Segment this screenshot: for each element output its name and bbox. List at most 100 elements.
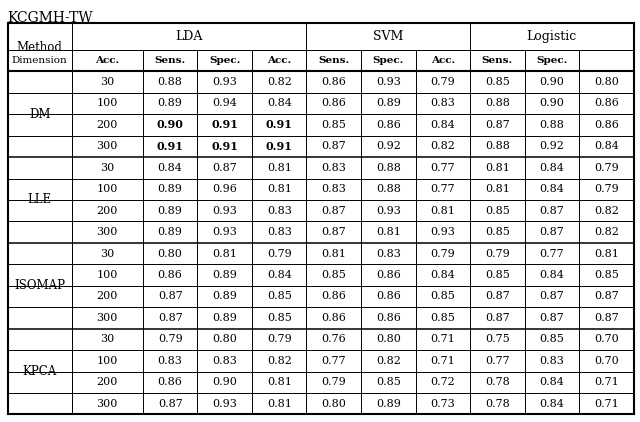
Text: 0.91: 0.91 — [157, 141, 184, 152]
Text: 0.79: 0.79 — [430, 249, 455, 259]
Text: 0.87: 0.87 — [540, 227, 564, 237]
Text: Sens.: Sens. — [482, 56, 513, 65]
Text: 0.83: 0.83 — [157, 356, 182, 366]
Text: 0.87: 0.87 — [540, 206, 564, 216]
Text: 0.71: 0.71 — [430, 356, 455, 366]
Text: 300: 300 — [97, 141, 118, 151]
Text: 0.83: 0.83 — [267, 206, 292, 216]
Text: 0.86: 0.86 — [321, 292, 346, 301]
Text: 0.80: 0.80 — [376, 334, 401, 344]
Text: 0.88: 0.88 — [376, 163, 401, 173]
Text: 200: 200 — [97, 120, 118, 130]
Text: 0.85: 0.85 — [376, 377, 401, 387]
Text: 0.85: 0.85 — [321, 270, 346, 280]
Text: 0.80: 0.80 — [321, 399, 346, 408]
Text: 300: 300 — [97, 227, 118, 237]
Text: 200: 200 — [97, 292, 118, 301]
Text: 0.85: 0.85 — [430, 313, 455, 323]
Text: Dimension: Dimension — [12, 56, 68, 65]
Text: 0.93: 0.93 — [212, 227, 237, 237]
Text: 0.93: 0.93 — [212, 77, 237, 87]
Text: 0.84: 0.84 — [267, 98, 292, 108]
Text: 0.96: 0.96 — [212, 184, 237, 194]
Text: Spec.: Spec. — [209, 56, 241, 65]
Text: 0.79: 0.79 — [321, 377, 346, 387]
Text: 0.87: 0.87 — [485, 292, 509, 301]
Text: 0.88: 0.88 — [485, 98, 509, 108]
Text: 0.86: 0.86 — [376, 313, 401, 323]
Text: ISOMAP: ISOMAP — [14, 279, 65, 292]
Text: 0.79: 0.79 — [485, 249, 509, 259]
Text: 0.87: 0.87 — [485, 120, 509, 130]
Text: 0.77: 0.77 — [540, 249, 564, 259]
Text: 0.85: 0.85 — [267, 292, 292, 301]
Text: 0.89: 0.89 — [157, 206, 182, 216]
Text: 0.87: 0.87 — [321, 141, 346, 151]
Text: 0.87: 0.87 — [158, 292, 182, 301]
Text: 0.81: 0.81 — [267, 184, 292, 194]
Text: 0.79: 0.79 — [594, 184, 619, 194]
Text: 0.86: 0.86 — [376, 120, 401, 130]
Text: 0.81: 0.81 — [321, 249, 346, 259]
Text: 0.71: 0.71 — [594, 399, 619, 408]
Text: 0.81: 0.81 — [594, 249, 619, 259]
Text: 0.87: 0.87 — [540, 313, 564, 323]
Text: 300: 300 — [97, 313, 118, 323]
Text: 30: 30 — [100, 77, 115, 87]
Text: 100: 100 — [97, 356, 118, 366]
Text: 0.90: 0.90 — [157, 119, 184, 130]
Text: 0.93: 0.93 — [212, 399, 237, 408]
Text: 0.85: 0.85 — [485, 227, 509, 237]
Text: 0.84: 0.84 — [540, 163, 564, 173]
Text: 0.75: 0.75 — [485, 334, 509, 344]
Text: 0.87: 0.87 — [212, 163, 237, 173]
Text: 0.93: 0.93 — [430, 227, 455, 237]
Text: 0.94: 0.94 — [212, 98, 237, 108]
Text: 0.89: 0.89 — [212, 292, 237, 301]
Text: 0.70: 0.70 — [594, 356, 619, 366]
Text: Spec.: Spec. — [536, 56, 568, 65]
Text: 0.86: 0.86 — [321, 313, 346, 323]
Text: KCGMH-TW: KCGMH-TW — [8, 11, 93, 24]
Text: Acc.: Acc. — [267, 56, 291, 65]
Text: 0.87: 0.87 — [321, 206, 346, 216]
Text: 0.91: 0.91 — [211, 141, 238, 152]
Text: 0.83: 0.83 — [430, 98, 455, 108]
Text: 0.77: 0.77 — [321, 356, 346, 366]
Text: Sens.: Sens. — [154, 56, 186, 65]
Text: 0.79: 0.79 — [430, 77, 455, 87]
Text: 0.85: 0.85 — [540, 334, 564, 344]
Text: 30: 30 — [100, 163, 115, 173]
Text: Acc.: Acc. — [95, 56, 120, 65]
Text: 0.85: 0.85 — [267, 313, 292, 323]
Text: 0.90: 0.90 — [540, 98, 564, 108]
Text: Sens.: Sens. — [318, 56, 349, 65]
Text: 0.88: 0.88 — [485, 141, 509, 151]
Text: DM: DM — [29, 108, 51, 121]
Text: 0.84: 0.84 — [157, 163, 182, 173]
Text: 0.79: 0.79 — [594, 163, 619, 173]
Text: 0.80: 0.80 — [157, 249, 182, 259]
Text: 0.90: 0.90 — [212, 377, 237, 387]
Text: LDA: LDA — [175, 30, 203, 43]
Text: 0.87: 0.87 — [158, 313, 182, 323]
Text: 0.83: 0.83 — [321, 184, 346, 194]
Text: 0.86: 0.86 — [594, 98, 619, 108]
Text: 0.89: 0.89 — [157, 98, 182, 108]
Text: 0.88: 0.88 — [376, 184, 401, 194]
Text: 0.93: 0.93 — [212, 206, 237, 216]
Text: 0.84: 0.84 — [430, 120, 455, 130]
Text: 30: 30 — [100, 334, 115, 344]
Text: 0.81: 0.81 — [267, 399, 292, 408]
Text: 0.85: 0.85 — [321, 120, 346, 130]
Text: 300: 300 — [97, 399, 118, 408]
Text: 0.87: 0.87 — [594, 313, 619, 323]
Text: 0.89: 0.89 — [376, 399, 401, 408]
Text: 0.77: 0.77 — [485, 356, 509, 366]
Text: 0.86: 0.86 — [376, 270, 401, 280]
Text: 0.87: 0.87 — [321, 227, 346, 237]
Text: 0.82: 0.82 — [594, 227, 619, 237]
Text: KPCA: KPCA — [22, 365, 57, 378]
Text: 0.88: 0.88 — [540, 120, 564, 130]
Text: 0.87: 0.87 — [158, 399, 182, 408]
